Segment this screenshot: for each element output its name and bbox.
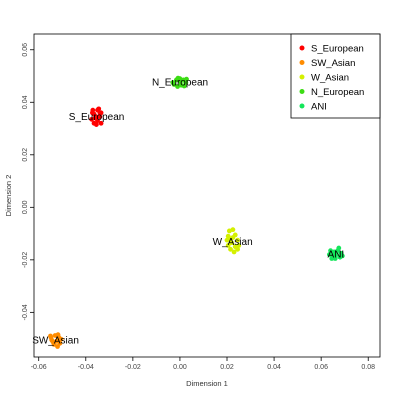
legend-marker xyxy=(299,60,305,65)
data-point xyxy=(230,235,236,240)
data-point xyxy=(58,336,64,342)
plot-frame xyxy=(33,33,381,358)
data-point xyxy=(326,252,332,257)
y-tick-label: -0.04 xyxy=(22,304,29,320)
data-point xyxy=(98,120,104,126)
data-point xyxy=(236,242,242,248)
data-point xyxy=(89,110,95,116)
data-point xyxy=(329,256,335,261)
data-point xyxy=(224,237,230,243)
data-point xyxy=(235,246,240,252)
data-point xyxy=(96,106,102,112)
data-point xyxy=(97,110,103,116)
data-point xyxy=(55,344,60,349)
x-tick-label: -0.06 xyxy=(31,364,47,371)
cluster-label: N_European xyxy=(152,78,208,89)
data-point xyxy=(230,227,236,233)
legend: S_European SW_Asian W_Asian N_European ANI xyxy=(290,33,381,119)
data-point xyxy=(55,332,61,338)
legend-entry: N_European xyxy=(311,87,364,98)
data-point xyxy=(181,83,187,89)
legend-marker xyxy=(299,74,305,80)
data-point xyxy=(50,339,56,345)
legend-marker xyxy=(299,45,305,51)
legend-box xyxy=(290,33,381,119)
x-axis-title: Dimension 1 xyxy=(186,379,228,388)
y-axis: -0.04 -0.02 0.00 0.02 0.04 0.06 xyxy=(22,43,34,320)
data-point xyxy=(332,256,338,261)
legend-entry: S_European xyxy=(311,43,364,54)
data-point xyxy=(95,118,100,124)
data-point xyxy=(225,242,231,248)
legend-entry: W_Asian xyxy=(311,72,349,83)
x-tick-label: 0.04 xyxy=(267,364,281,371)
y-tick-label: 0.02 xyxy=(22,148,29,162)
data-point xyxy=(175,84,180,89)
data-point xyxy=(175,75,181,81)
x-tick-label: 0.06 xyxy=(314,364,328,371)
data-point xyxy=(231,249,237,255)
data-point xyxy=(336,245,342,251)
x-tick-label: 0.02 xyxy=(220,364,234,371)
legend-entry: ANI xyxy=(311,101,327,112)
data-point xyxy=(228,246,233,252)
data-point xyxy=(89,116,95,122)
data-points xyxy=(48,75,345,349)
data-point xyxy=(93,114,99,120)
y-tick-label: 0.04 xyxy=(22,95,29,109)
x-tick-label: 0.08 xyxy=(361,364,375,371)
y-tick-label: 0.06 xyxy=(22,43,29,57)
legend-marker xyxy=(299,103,305,109)
y-tick-label: 0.00 xyxy=(22,200,29,214)
data-point xyxy=(229,240,235,246)
x-tick-label: -0.04 xyxy=(78,364,94,371)
data-point xyxy=(184,76,189,82)
cluster-label: W_Asian xyxy=(213,237,253,248)
x-tick-label: 0.00 xyxy=(173,364,187,371)
cluster-label: ANI xyxy=(328,250,345,261)
x-axis: -0.06 -0.04 -0.02 0.00 0.02 0.04 0.06 0.08 xyxy=(31,357,375,371)
data-point xyxy=(48,334,54,340)
data-point xyxy=(97,114,103,120)
cluster-labels: S_European SW_Asian W_Asian N_European ANI xyxy=(32,78,344,347)
data-point xyxy=(178,79,183,85)
cluster-label: SW_Asian xyxy=(32,335,79,346)
cluster-label: S_European xyxy=(69,112,125,123)
legend-marker xyxy=(299,89,305,94)
data-point xyxy=(91,120,97,126)
x-tick-label: -0.02 xyxy=(125,364,141,371)
data-point xyxy=(171,82,177,87)
data-point xyxy=(339,253,345,259)
data-point xyxy=(235,237,240,243)
y-axis-title: Dimension 2 xyxy=(4,175,13,217)
legend-entry: SW_Asian xyxy=(311,58,355,69)
y-tick-label: -0.02 xyxy=(22,252,29,268)
